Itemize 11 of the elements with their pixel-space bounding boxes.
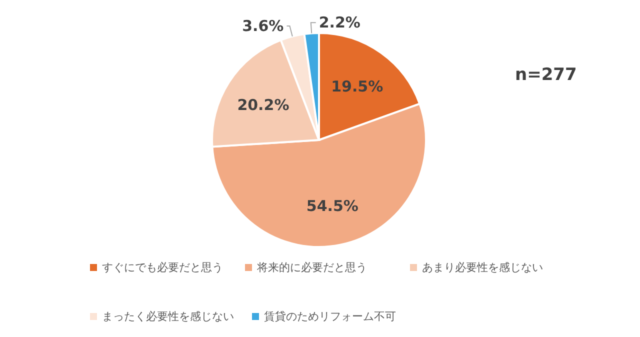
data-label: 2.2% <box>318 14 360 32</box>
legend-label: 将来的に必要だと思う <box>256 261 367 274</box>
data-label: 54.5% <box>306 196 358 215</box>
legend-label: まったく必要性を感じない <box>102 310 234 323</box>
legend-label: あまり必要性を感じない <box>422 261 543 274</box>
data-label: 3.6% <box>242 17 284 35</box>
legend-label: 賃貸のためリフォーム不可 <box>264 310 396 323</box>
data-label: 19.5% <box>331 78 384 96</box>
data-label: 20.2% <box>237 96 290 114</box>
text: n=277 <box>515 65 577 85</box>
legend-label: すぐにでも必要だと思う <box>102 261 223 274</box>
